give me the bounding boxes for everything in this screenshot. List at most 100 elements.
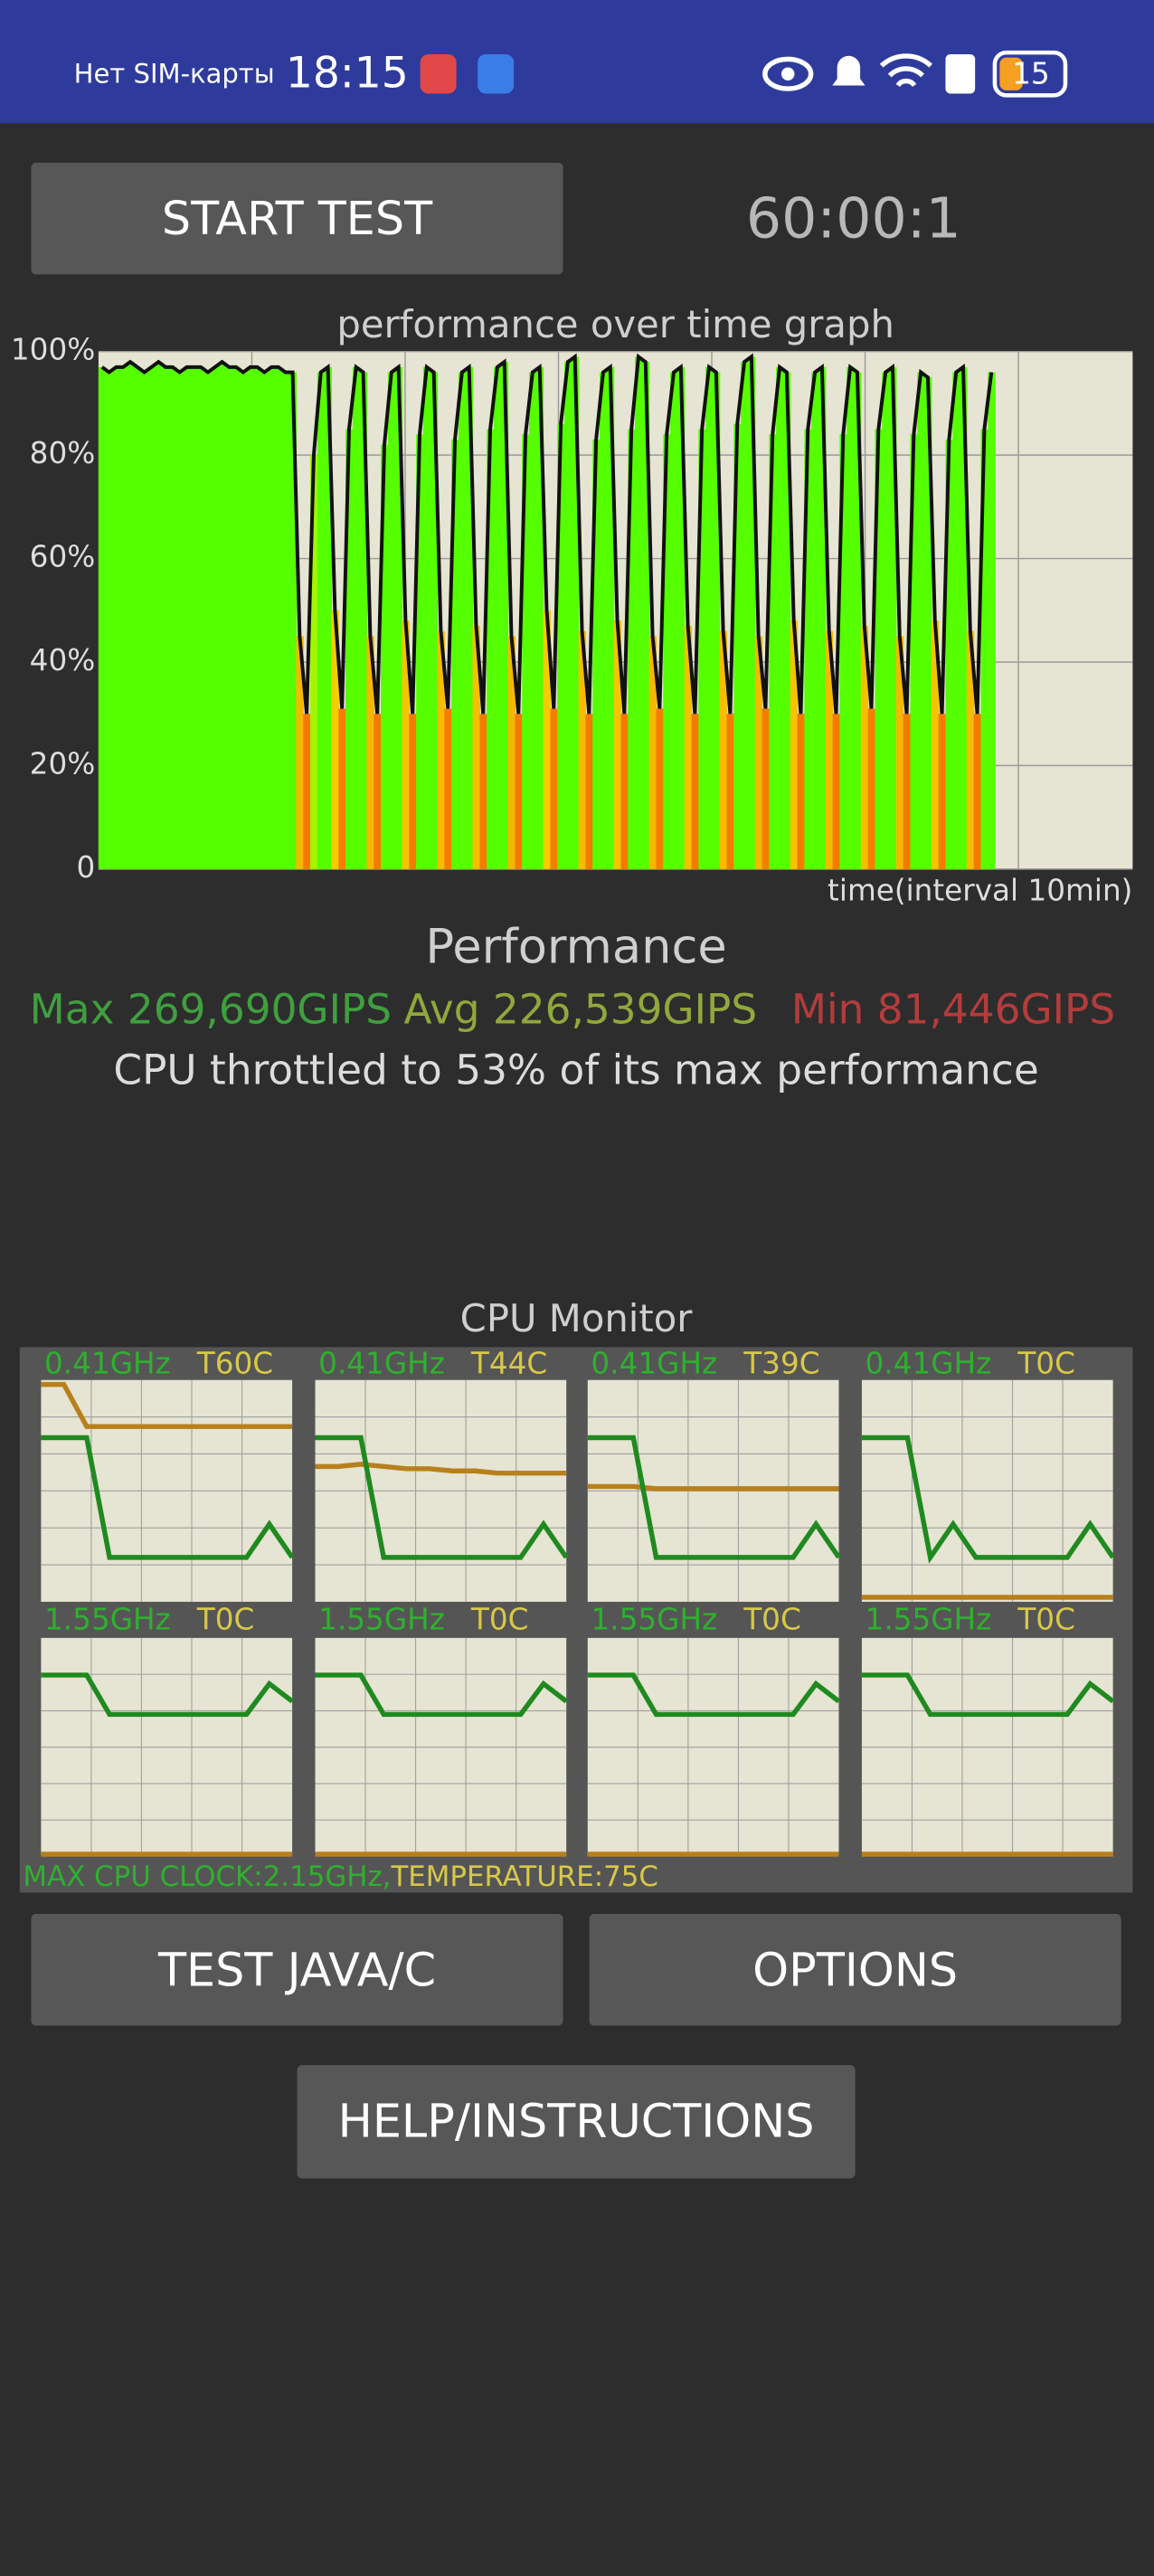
core-frequency-line bbox=[587, 1435, 841, 1560]
max-clock: MAX CPU CLOCK:2.15GHz, bbox=[23, 1861, 391, 1893]
performance-column bbox=[832, 714, 840, 869]
performance-column bbox=[211, 366, 220, 869]
performance-column bbox=[564, 362, 572, 869]
y-tick-label: 60% bbox=[30, 540, 96, 574]
performance-column bbox=[409, 714, 417, 869]
options-button[interactable] bbox=[589, 1914, 1121, 2026]
performance-column bbox=[620, 714, 629, 869]
performance-column bbox=[374, 714, 382, 869]
performance-column bbox=[641, 362, 650, 869]
performance-column bbox=[550, 708, 558, 869]
performance-column bbox=[719, 630, 728, 869]
performance-column bbox=[197, 366, 205, 869]
performance-column bbox=[515, 714, 523, 869]
performance-column bbox=[127, 362, 135, 869]
performance-column bbox=[578, 630, 586, 869]
performance-column bbox=[854, 372, 862, 869]
performance-column bbox=[275, 366, 283, 869]
performance-column bbox=[895, 636, 904, 869]
performance-column bbox=[903, 714, 912, 869]
core-temperature-line bbox=[315, 1462, 567, 1476]
test-java-c-button[interactable] bbox=[31, 1914, 563, 2026]
battery-icon bbox=[992, 50, 1068, 98]
core-frequency-line bbox=[41, 1672, 294, 1718]
performance-column bbox=[938, 714, 947, 869]
performance-column bbox=[288, 372, 297, 869]
performance-column bbox=[430, 372, 439, 869]
performance-column bbox=[924, 377, 932, 869]
performance-column bbox=[317, 372, 326, 869]
performance-column bbox=[324, 366, 333, 869]
performance-column bbox=[465, 366, 474, 869]
core-frequency: 1.55GHz bbox=[591, 1603, 717, 1637]
x-axis-label: time(interval 10min) bbox=[828, 873, 1132, 907]
alert-icon bbox=[945, 53, 976, 94]
y-tick-label: 100% bbox=[11, 333, 95, 367]
performance-column bbox=[754, 636, 763, 869]
performance-column bbox=[303, 714, 311, 869]
start-test-button[interactable] bbox=[31, 162, 563, 275]
performance-column bbox=[741, 362, 749, 869]
battery-level bbox=[999, 57, 1023, 90]
core-temperature-line bbox=[41, 1381, 293, 1429]
test-java-c-label[interactable]: TEST JAVA/C bbox=[157, 1943, 436, 1996]
performance-column bbox=[882, 372, 890, 869]
performance-column bbox=[190, 366, 198, 869]
performance-column bbox=[691, 714, 699, 869]
performance-column bbox=[670, 372, 678, 869]
performance-column bbox=[761, 708, 770, 869]
cpu-monitor-footer: MAX CPU CLOCK:2.15GHz,TEMPERATURE:75C bbox=[23, 1861, 658, 1893]
performance-column bbox=[592, 439, 601, 869]
performance-column bbox=[818, 366, 827, 869]
mute-icon bbox=[832, 55, 866, 86]
performance-column bbox=[747, 356, 756, 869]
help-label[interactable]: HELP/INSTRUCTIONS bbox=[338, 2094, 815, 2147]
max-performance: Max 269,690GIPS bbox=[30, 985, 392, 1033]
performance-column bbox=[253, 366, 261, 869]
performance-column bbox=[811, 372, 819, 869]
performance-column bbox=[394, 366, 403, 869]
performance-column bbox=[726, 714, 734, 869]
performance-column bbox=[98, 366, 107, 869]
performance-column bbox=[973, 714, 982, 869]
performance-column bbox=[507, 636, 516, 869]
performance-column bbox=[359, 372, 368, 869]
performance-column bbox=[889, 366, 897, 869]
performance-column bbox=[600, 372, 608, 869]
core-frequency-line bbox=[587, 1672, 841, 1718]
performance-column bbox=[804, 429, 812, 869]
performance-column bbox=[147, 366, 156, 869]
core-temperature: T0C bbox=[743, 1603, 801, 1637]
core-frequency-line bbox=[41, 1435, 295, 1560]
performance-column bbox=[960, 366, 968, 869]
performance-column bbox=[867, 708, 875, 869]
performance-column bbox=[331, 610, 339, 869]
performance-column bbox=[402, 620, 410, 869]
performance-column bbox=[119, 366, 128, 869]
core-frequency-line bbox=[315, 1435, 569, 1560]
performance-column bbox=[105, 372, 114, 869]
performance-column bbox=[966, 630, 975, 869]
core-frequency-line bbox=[861, 1672, 1115, 1718]
battery-alert-icon bbox=[420, 53, 457, 94]
performance-column bbox=[155, 362, 163, 869]
core-frequency-line bbox=[315, 1672, 568, 1718]
performance-column bbox=[140, 372, 149, 869]
performance-column bbox=[338, 708, 346, 869]
help-button[interactable] bbox=[297, 2065, 856, 2179]
core-frequency: 0.41GHz bbox=[318, 1346, 445, 1380]
performance-column bbox=[175, 372, 184, 869]
performance-column bbox=[931, 620, 940, 869]
performance-column bbox=[240, 372, 248, 869]
core-temperature: T0C bbox=[1017, 1346, 1075, 1380]
start-test-label[interactable]: START TEST bbox=[162, 192, 433, 245]
performance-column bbox=[296, 636, 304, 869]
performance-column bbox=[203, 372, 213, 869]
timer: 60:00:1 bbox=[746, 185, 961, 251]
performance-column bbox=[479, 714, 487, 869]
min-performance: Min 81,446GIPS bbox=[791, 985, 1115, 1033]
performance-column bbox=[162, 366, 170, 869]
options-label[interactable]: OPTIONS bbox=[752, 1943, 958, 1996]
performance-column bbox=[648, 636, 657, 869]
